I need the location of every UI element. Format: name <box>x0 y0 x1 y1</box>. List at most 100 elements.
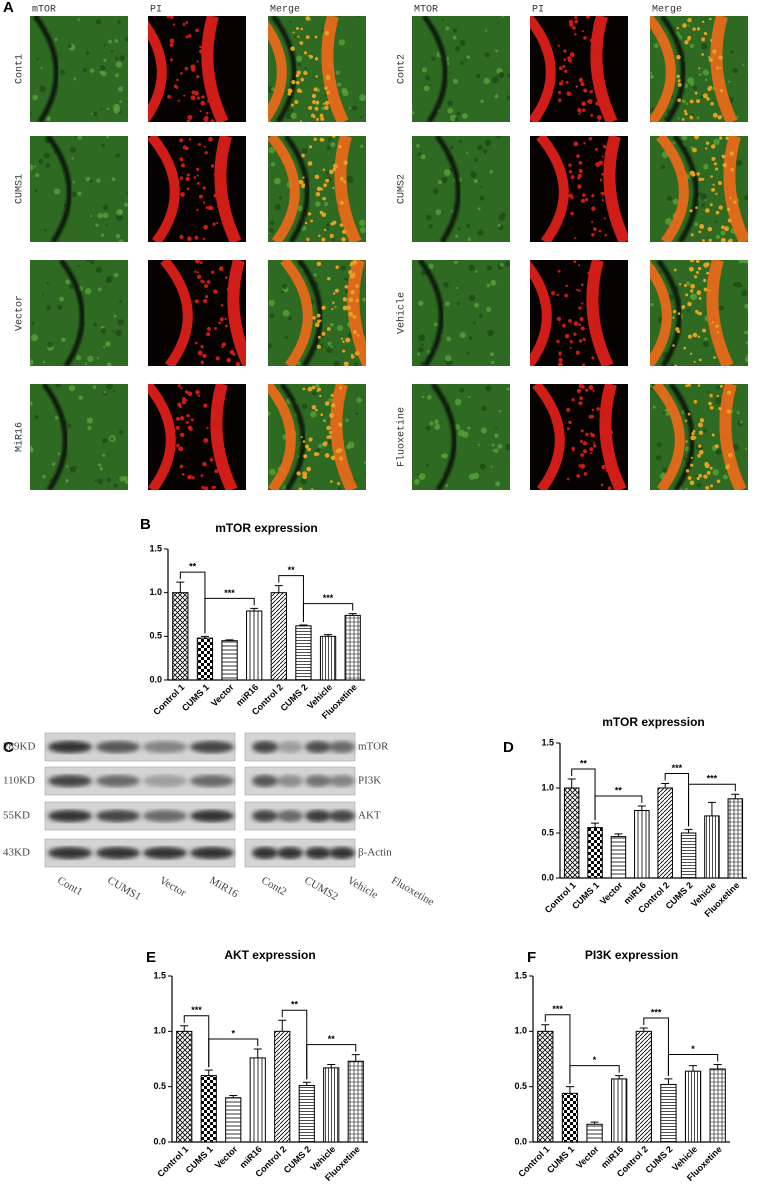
speck <box>484 139 492 147</box>
image <box>148 260 246 366</box>
cell <box>702 328 706 333</box>
speck <box>90 215 93 218</box>
cell <box>188 34 192 38</box>
y-tick-label: 1.0 <box>149 587 162 597</box>
cell <box>580 453 584 457</box>
cell <box>707 86 712 92</box>
cell <box>315 100 320 105</box>
image <box>268 384 366 490</box>
speck <box>421 67 427 73</box>
speck <box>473 179 478 184</box>
bar <box>587 827 603 879</box>
y-tick-label: 0.5 <box>149 631 162 641</box>
speck <box>87 425 92 431</box>
speck <box>312 390 318 396</box>
speck <box>326 223 330 227</box>
error-bar <box>637 805 646 811</box>
speck <box>348 107 352 110</box>
cell <box>676 54 681 60</box>
speck <box>111 329 114 332</box>
micrograph <box>650 384 748 490</box>
speck <box>115 214 123 221</box>
cell <box>571 398 575 402</box>
error-bar <box>200 635 209 639</box>
y-tick-label: 0.0 <box>541 872 554 882</box>
y-tick-label: 1.5 <box>514 970 527 980</box>
cell <box>313 87 318 92</box>
error-bar <box>299 624 308 626</box>
cell <box>589 89 593 94</box>
significance-bracket <box>306 1044 357 1080</box>
cell <box>339 200 344 205</box>
cell <box>324 401 330 406</box>
cell <box>213 289 218 294</box>
speck <box>420 270 427 276</box>
cell <box>612 138 615 141</box>
speck <box>97 287 102 292</box>
cell <box>685 384 689 388</box>
cell <box>334 288 339 293</box>
image <box>268 260 366 366</box>
cell <box>305 16 311 21</box>
band <box>305 847 331 859</box>
speck <box>495 481 501 487</box>
micrograph <box>530 16 628 122</box>
bar <box>727 798 744 879</box>
cell <box>563 58 567 61</box>
cell <box>232 307 236 311</box>
cell <box>725 136 730 141</box>
cell <box>302 440 306 443</box>
bar <box>611 1078 628 1143</box>
speck <box>492 449 495 452</box>
cell <box>567 58 572 63</box>
red-band <box>652 384 685 490</box>
cell <box>730 167 735 172</box>
cell <box>672 344 675 347</box>
cell <box>577 184 582 189</box>
speck <box>334 305 337 309</box>
speck <box>468 264 476 272</box>
speck <box>455 234 459 238</box>
speck <box>297 205 304 212</box>
cell <box>194 299 199 304</box>
speck <box>338 39 346 46</box>
speck <box>715 448 722 455</box>
image <box>148 16 246 122</box>
cell <box>350 353 354 356</box>
cell <box>291 103 294 107</box>
cell <box>705 485 710 490</box>
speck <box>359 226 366 234</box>
speck <box>91 112 94 115</box>
cell <box>563 49 567 53</box>
significance-label: ** <box>328 1034 336 1044</box>
speck <box>718 305 725 311</box>
cell <box>301 183 305 188</box>
speck <box>359 116 363 119</box>
speck <box>124 202 128 207</box>
speck <box>118 429 124 435</box>
speck <box>100 233 105 237</box>
speck <box>30 359 34 366</box>
cell <box>325 178 330 183</box>
panel-label: A <box>3 0 14 16</box>
cell <box>726 409 731 414</box>
y-tick-label: 0.5 <box>514 1081 527 1091</box>
cell <box>556 316 562 322</box>
row-label: CUMS2 <box>397 174 408 204</box>
x-tick-label: Control 1 <box>543 880 578 915</box>
cell <box>575 350 580 355</box>
cell <box>589 432 593 436</box>
speck <box>102 205 109 211</box>
speck <box>103 390 107 394</box>
cell <box>694 275 698 279</box>
error-bar <box>302 1081 311 1086</box>
speck <box>655 454 662 461</box>
cell <box>330 403 336 408</box>
cell <box>229 303 233 307</box>
x-tick-label: Vector <box>213 1144 240 1171</box>
speck <box>113 483 118 488</box>
cell <box>607 486 612 490</box>
cell <box>690 283 696 289</box>
speck <box>274 177 281 185</box>
speck <box>458 139 463 144</box>
